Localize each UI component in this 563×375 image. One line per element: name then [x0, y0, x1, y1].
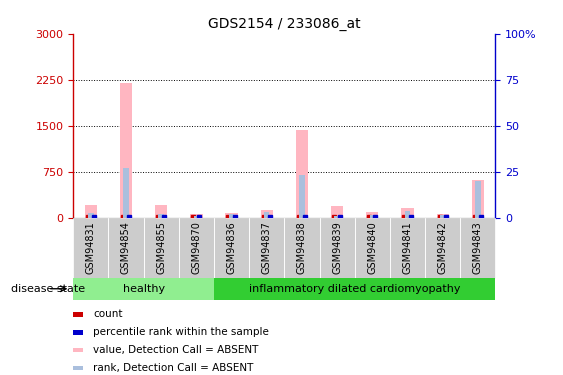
- FancyBboxPatch shape: [461, 217, 495, 278]
- Bar: [123, 168, 129, 217]
- Bar: [261, 210, 273, 218]
- Text: GSM94831: GSM94831: [86, 221, 96, 274]
- Text: GSM94841: GSM94841: [403, 221, 413, 274]
- Title: GDS2154 / 233086_at: GDS2154 / 233086_at: [208, 17, 361, 32]
- Bar: [225, 213, 238, 217]
- Text: disease state: disease state: [11, 284, 86, 294]
- Bar: [158, 214, 164, 217]
- Text: GSM94836: GSM94836: [226, 221, 236, 274]
- Bar: [436, 214, 449, 217]
- Text: GSM94843: GSM94843: [473, 221, 483, 274]
- Bar: [88, 213, 93, 217]
- Text: rank, Detection Call = ABSENT: rank, Detection Call = ABSENT: [93, 363, 253, 373]
- FancyBboxPatch shape: [425, 217, 461, 278]
- FancyBboxPatch shape: [179, 217, 214, 278]
- Bar: [190, 213, 203, 217]
- Text: GSM94854: GSM94854: [121, 221, 131, 274]
- Text: count: count: [93, 309, 122, 320]
- Text: GSM94840: GSM94840: [367, 221, 377, 274]
- FancyBboxPatch shape: [249, 217, 284, 278]
- Bar: [331, 207, 343, 218]
- Bar: [194, 216, 199, 217]
- Text: GSM94855: GSM94855: [156, 221, 166, 274]
- Bar: [475, 181, 481, 218]
- Text: GSM94870: GSM94870: [191, 221, 202, 274]
- FancyBboxPatch shape: [73, 278, 214, 300]
- Text: GSM94842: GSM94842: [437, 221, 448, 274]
- Bar: [366, 212, 378, 217]
- Bar: [229, 214, 234, 217]
- Bar: [264, 212, 270, 217]
- FancyBboxPatch shape: [284, 217, 320, 278]
- Text: GSM94837: GSM94837: [262, 221, 272, 274]
- Bar: [120, 83, 132, 218]
- FancyBboxPatch shape: [214, 217, 249, 278]
- Text: percentile rank within the sample: percentile rank within the sample: [93, 327, 269, 337]
- Text: inflammatory dilated cardiomyopathy: inflammatory dilated cardiomyopathy: [249, 284, 461, 294]
- Bar: [155, 205, 167, 218]
- FancyBboxPatch shape: [108, 217, 144, 278]
- FancyBboxPatch shape: [390, 217, 425, 278]
- FancyBboxPatch shape: [73, 217, 108, 278]
- Text: value, Detection Call = ABSENT: value, Detection Call = ABSENT: [93, 345, 258, 355]
- Bar: [401, 208, 414, 218]
- FancyBboxPatch shape: [144, 217, 179, 278]
- Bar: [369, 215, 375, 217]
- FancyBboxPatch shape: [214, 278, 495, 300]
- Bar: [334, 216, 340, 217]
- Bar: [296, 130, 308, 218]
- Text: GSM94839: GSM94839: [332, 221, 342, 274]
- FancyBboxPatch shape: [355, 217, 390, 278]
- Text: healthy: healthy: [123, 284, 164, 294]
- FancyBboxPatch shape: [320, 217, 355, 278]
- Bar: [405, 211, 410, 217]
- Bar: [299, 175, 305, 217]
- Text: GSM94838: GSM94838: [297, 221, 307, 274]
- Bar: [440, 215, 445, 217]
- Bar: [84, 205, 97, 218]
- Bar: [472, 180, 484, 218]
